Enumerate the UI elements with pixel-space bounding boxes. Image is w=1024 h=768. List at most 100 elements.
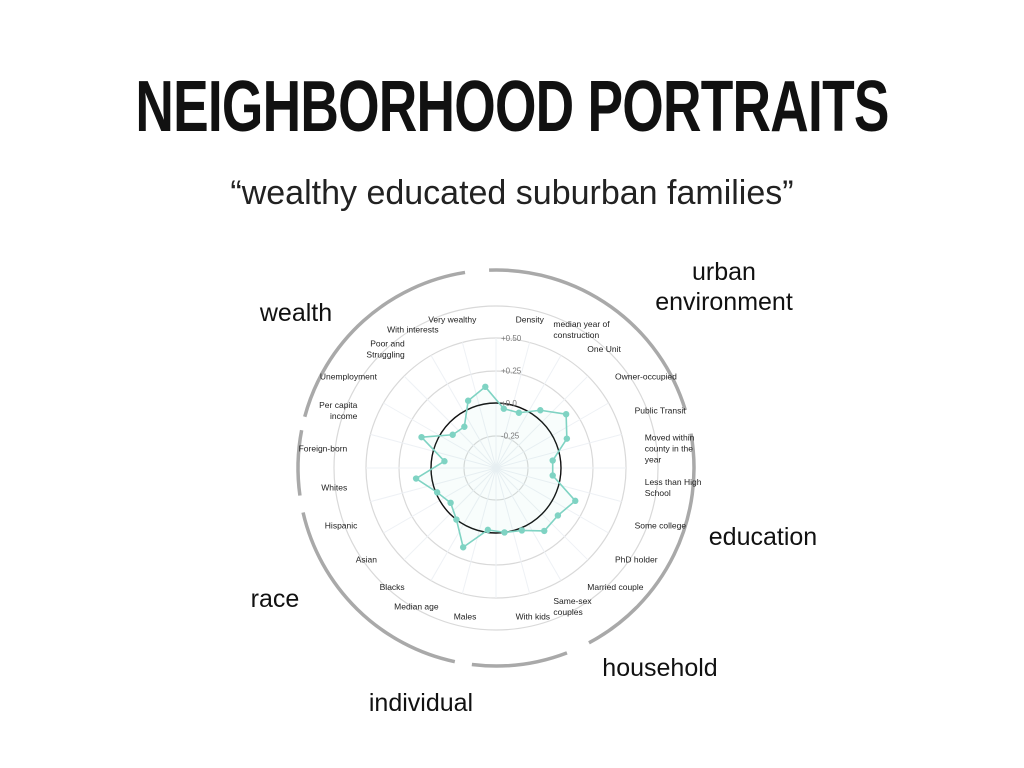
data-point-15 <box>447 499 454 507</box>
axis-label-line: PhD holder <box>615 554 658 564</box>
axis-label: Foreign-born <box>299 443 348 453</box>
axis-label: Very wealthy <box>428 314 477 324</box>
tick-label: -0.25 <box>501 432 520 441</box>
axis-label: Poor and Struggling <box>366 339 405 360</box>
axis-label-line: income <box>330 411 358 421</box>
group-label-line: environment <box>655 288 793 316</box>
group-labels: wealth urban environment education household… <box>251 258 818 717</box>
axis-label-line: Same-sex <box>553 596 592 606</box>
data-point-14 <box>453 516 460 523</box>
group-label-line: education <box>709 523 817 551</box>
axis-label-line: Median age <box>394 602 439 612</box>
axis-label: median year of construction <box>553 319 610 340</box>
axis-label: Moved within county in the year <box>645 432 695 464</box>
data-point-18 <box>441 458 448 465</box>
tick-labels: +0.50 +0.25 +0.0 -0.25 <box>501 334 522 441</box>
data-point-1 <box>515 409 523 416</box>
axis-label: Hispanic <box>325 520 358 530</box>
data-point-7 <box>572 497 579 505</box>
axis-label-line: Blacks <box>380 582 405 592</box>
tick-label: +0.0 <box>501 399 517 408</box>
axis-label: Some college <box>635 520 687 530</box>
data-point-6 <box>549 472 556 479</box>
axis-label-line: With interests <box>387 324 439 334</box>
axis-labels: Density median year of construction One Uni… <box>299 314 702 621</box>
axis-label-line: Density <box>516 314 545 324</box>
axis-label-line: Poor and <box>370 339 405 349</box>
data-point-19 <box>418 433 425 441</box>
axis-label: Males <box>454 612 477 622</box>
data-point-0 <box>500 405 508 412</box>
axis-label-line: Hispanic <box>325 520 358 530</box>
data-point-9 <box>541 527 548 535</box>
group-arc-4 <box>301 512 456 664</box>
axis-label-line: Some college <box>635 520 687 530</box>
group-label-line: individual <box>369 689 473 717</box>
axis-label: With interests <box>387 324 439 334</box>
axis-label-line: With kids <box>516 612 550 622</box>
axis-label-line: One Unit <box>587 344 621 354</box>
data-point-20 <box>449 431 456 438</box>
data-point-12 <box>484 526 492 534</box>
data-point-23 <box>482 383 489 390</box>
radar-series <box>412 383 579 551</box>
axis-label: Blacks <box>380 582 405 592</box>
data-point-3 <box>562 410 570 418</box>
axis-label: Density <box>516 314 545 324</box>
axis-label-line: Males <box>454 612 477 622</box>
data-point-5 <box>549 457 556 464</box>
group-arcs <box>296 268 696 668</box>
axis-label-line: Per capita <box>319 400 358 410</box>
axis-label-line: Public Transit <box>635 406 687 416</box>
group-arc-5 <box>296 429 304 496</box>
axis-label-line: Struggling <box>366 350 405 360</box>
group-label: race <box>251 585 300 613</box>
tick-label: +0.50 <box>501 334 522 343</box>
axis-label-line: Very wealthy <box>428 314 477 324</box>
axis-label: Per capita income <box>319 400 358 421</box>
data-point-17 <box>412 475 420 482</box>
data-point-21 <box>461 423 468 430</box>
data-point-13 <box>459 544 467 551</box>
group-label: household <box>602 654 717 682</box>
axis-label-line: year <box>645 454 662 464</box>
axis-label-line: Whites <box>321 483 347 493</box>
data-point-11 <box>501 529 508 536</box>
axis-label: Owner-occupied <box>615 372 677 382</box>
group-arc-1 <box>489 268 688 411</box>
group-label-line: race <box>251 585 300 613</box>
group-label-line: urban <box>692 258 756 286</box>
axis-label-line: Owner-occupied <box>615 372 677 382</box>
page-title: NEIGHBORHOOD PORTRAITS <box>135 67 889 147</box>
data-point-4 <box>563 435 571 442</box>
data-point-10 <box>518 527 526 534</box>
axis-label-line: Moved within <box>645 432 695 442</box>
data-point-16 <box>433 489 441 496</box>
group-label: urban environment <box>655 258 793 316</box>
axis-label: One Unit <box>587 344 621 354</box>
baseline-ring <box>430 402 562 534</box>
axis-label: With kids <box>516 612 550 622</box>
axis-label-line: county in the <box>645 443 693 453</box>
axis-label-line: School <box>645 488 671 498</box>
series-line <box>415 385 577 549</box>
axis-label: Whites <box>321 483 347 493</box>
axis-label-line: Unemployment <box>320 372 378 382</box>
axis-label: Median age <box>394 602 439 612</box>
axis-label-line: median year of <box>553 319 610 329</box>
axis-label-line: Foreign-born <box>299 443 348 453</box>
axis-label-line: Married couple <box>587 582 643 592</box>
group-arc-0 <box>303 270 466 418</box>
data-point-8 <box>554 512 562 519</box>
axis-label: Public Transit <box>635 406 687 416</box>
axis-label-line: Asian <box>356 554 378 564</box>
page-subtitle: “wealthy educated suburban families” <box>230 174 794 212</box>
axis-label: Same-sex couples <box>553 596 592 617</box>
tick-label: +0.25 <box>501 367 522 376</box>
axis-label: Unemployment <box>320 372 378 382</box>
baseline-circle <box>430 402 562 534</box>
group-label: individual <box>369 689 473 717</box>
axis-label-line: construction <box>553 330 599 340</box>
axis-label: Less than High School <box>645 477 702 498</box>
